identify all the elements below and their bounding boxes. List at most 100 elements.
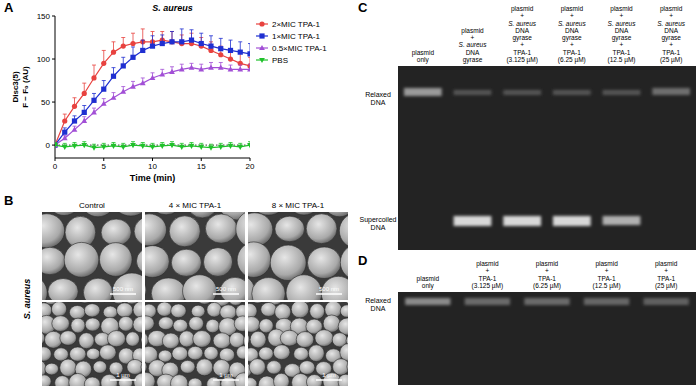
lane-label: S. aureus [608,20,637,27]
cell [136,247,142,275]
cell [252,278,286,300]
cell [45,331,63,348]
data-point [247,66,250,71]
data-point [228,66,234,71]
band-label: DNA [371,224,386,231]
data-point [140,80,146,85]
y-axis-label: F − F₀ (AU) [21,66,30,108]
data-point [111,95,117,100]
cell [69,305,85,319]
data-point [111,50,116,55]
cell [275,216,305,242]
data-point [169,143,175,148]
data-point [218,46,223,51]
lane-label: TPA-1 [598,275,616,282]
cell [250,331,266,348]
lane-label: DNA [664,27,678,34]
scale-bar-label: 500 nm [113,286,133,292]
y-axis-label: Disc3(5) [11,71,20,102]
data-point [237,145,243,150]
sem-image [42,212,142,300]
cell [64,242,99,277]
sem-background [145,302,245,386]
cell [189,317,204,331]
cell [150,212,182,215]
data-point [238,50,243,55]
cell [237,242,245,279]
lane-label: + [570,12,574,19]
data-point [121,63,126,68]
lane-label: TPA-1 [538,275,556,282]
lane-label: (3.125 µM) [472,282,504,290]
cell [48,278,78,300]
lane-label: (6.25 µM) [558,56,586,64]
data-point [111,144,117,149]
cell [107,331,125,347]
cell [145,372,155,386]
cell [45,363,59,375]
cell [248,332,250,347]
series-line [55,40,250,145]
panel-label: B [4,193,13,208]
band-label: DNA [371,305,386,312]
gel-band [503,216,541,226]
gel-band [644,298,689,305]
y-tick-label: 150 [37,12,51,21]
data-point [62,145,68,150]
data-point [208,44,213,49]
lane-label: DNA [466,49,480,56]
gel-band [454,90,492,95]
band-label: DNA [371,99,386,106]
data-point [218,52,223,57]
cell [173,319,188,332]
cell [51,302,66,317]
scale-bar-label: 500 nm [216,286,236,292]
cell [188,378,202,386]
data-point [130,83,136,88]
cell [207,302,222,317]
scale-bar [316,293,342,295]
cell [86,348,100,360]
y-tick [52,102,55,103]
x-tick-label: 20 [246,162,255,171]
cell [85,318,100,331]
cell [286,275,322,300]
data-point [72,104,77,109]
data-point [140,144,146,149]
legend-label: 2×MIC TPA-1 [272,20,320,29]
y-tick-label: 0 [46,141,51,150]
cell [205,214,237,243]
cell [207,377,221,386]
gel-band [652,88,690,95]
cell [180,360,195,373]
data-point [169,39,174,44]
lane-label: + [471,34,475,41]
data-point [101,87,106,92]
scale-bar-label: 1 µm [116,372,129,378]
lane-label: + [664,267,668,274]
cell [145,316,154,331]
x-tick [103,158,104,161]
cell [69,347,86,361]
data-point [81,143,87,148]
data-point [198,66,204,71]
cell [118,316,133,331]
data-point [62,130,67,135]
sem-image [248,212,348,300]
cell [191,305,205,317]
y-tick [52,145,55,146]
y-tick-label: 100 [37,55,51,64]
cell [112,273,142,300]
data-point [228,144,234,149]
data-point [169,39,174,44]
data-point [111,74,116,79]
data-point [72,144,78,149]
data-point [91,98,96,103]
data-point [218,145,224,150]
x-tick-label: 0 [53,162,58,171]
cell [101,219,131,246]
data-point [247,51,250,56]
gel-band [603,216,641,225]
x-tick [152,158,153,161]
sem-image [42,302,142,386]
